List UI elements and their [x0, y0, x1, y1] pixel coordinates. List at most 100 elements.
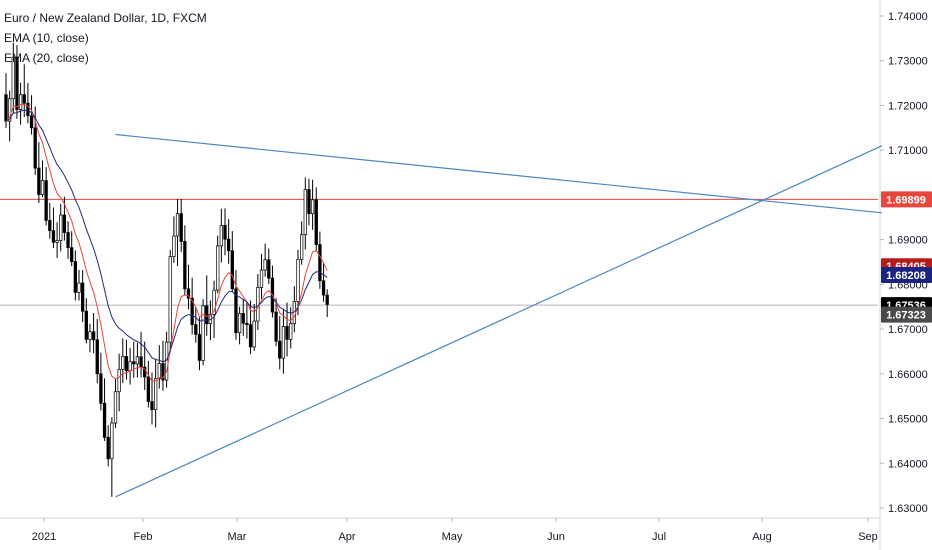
candle-body: [296, 258, 300, 302]
candle-body: [194, 324, 198, 335]
candle-body: [66, 232, 70, 249]
ema-10-line: [5, 103, 328, 382]
candle-body: [172, 235, 176, 257]
candle-body: [227, 238, 231, 252]
candle-body: [132, 361, 136, 365]
candle-body: [223, 224, 227, 240]
candle-body: [55, 240, 59, 243]
y-tick-label: 1.64000: [888, 458, 928, 470]
candle-body: [139, 356, 143, 368]
candle-body: [219, 224, 224, 247]
candle-body: [33, 127, 37, 169]
candle-body: [91, 331, 96, 341]
candle-body: [252, 320, 256, 348]
price-label: 1.69899: [886, 194, 926, 206]
candle-body: [216, 245, 220, 291]
candle-body: [8, 98, 12, 122]
candle-body: [186, 288, 191, 299]
candle-body: [26, 102, 30, 117]
candle-body: [128, 361, 132, 372]
candle-body: [99, 373, 103, 404]
candle-body: [259, 269, 264, 288]
candle-body: [183, 241, 187, 290]
x-tick-label: Sep: [858, 531, 878, 543]
candle-body: [248, 324, 253, 348]
price-label-box: [881, 306, 932, 323]
candle-body: [44, 180, 48, 221]
candle-body: [62, 214, 67, 233]
candle-body: [318, 244, 322, 282]
candle-body: [106, 436, 110, 460]
candle-body: [124, 356, 129, 372]
candle-body: [263, 259, 267, 271]
candle-body: [15, 56, 19, 110]
candle-body: [197, 334, 202, 361]
candle-body: [314, 199, 318, 245]
candle-body: [51, 230, 56, 243]
candle-body: [102, 402, 107, 438]
candle-body: [77, 282, 81, 293]
candle-body: [205, 305, 209, 325]
price-label-box: [881, 267, 932, 284]
candle-body: [48, 220, 52, 232]
candle-body: [150, 401, 154, 410]
candle-body: [245, 322, 249, 325]
candle-body: [80, 282, 85, 312]
y-tick-label: 1.67000: [888, 324, 928, 336]
x-tick-label: Apr: [338, 531, 355, 543]
ema-20-line: [5, 109, 328, 363]
candle-body: [179, 213, 183, 242]
x-tick-label: Feb: [134, 531, 153, 543]
x-tick-label: Mar: [228, 531, 247, 543]
y-tick-label: 1.63000: [888, 503, 928, 515]
price-label: 1.68208: [886, 270, 926, 282]
candle-body: [190, 297, 194, 325]
y-tick-label: 1.72000: [888, 100, 928, 112]
candle-body: [18, 94, 23, 110]
candle-body: [321, 280, 326, 296]
candle-body: [59, 214, 63, 241]
candle-body: [11, 56, 15, 100]
price-label: 1.67323: [886, 310, 926, 322]
candle-body: [281, 326, 286, 359]
candle-body: [37, 167, 41, 195]
candle-body: [4, 94, 8, 122]
candle-body: [110, 422, 114, 460]
candle-body: [237, 313, 242, 334]
y-tick-label: 1.74000: [888, 11, 928, 23]
candle-body: [113, 391, 118, 424]
y-tick-label: 1.65000: [888, 414, 928, 426]
candle-body: [175, 213, 180, 237]
y-tick-label: 1.66000: [888, 369, 928, 381]
candle-body: [29, 115, 34, 129]
candle-body: [310, 199, 315, 215]
candle-body: [157, 363, 161, 380]
candle-body: [154, 378, 158, 410]
candle-body: [117, 368, 121, 393]
candle-body: [325, 294, 329, 305]
candle-body: [95, 339, 99, 375]
candle-body: [241, 313, 245, 324]
x-tick-label: Aug: [752, 531, 772, 543]
price-label-box: [881, 191, 932, 208]
x-tick-label: May: [442, 531, 463, 543]
candle-body: [234, 288, 238, 334]
legend-ema10: EMA (10, close): [4, 31, 89, 45]
candle-body: [201, 305, 205, 361]
candle-body: [40, 180, 45, 195]
candle-body: [84, 310, 88, 340]
x-tick-label: 2021: [32, 531, 56, 543]
candle-body: [274, 311, 278, 342]
candle-body: [73, 261, 78, 293]
x-tick-label: Jun: [547, 531, 565, 543]
candle-body: [285, 326, 289, 340]
candle-body: [230, 250, 234, 290]
candle-body: [121, 356, 125, 370]
legend: Euro / New Zealand Dollar, 1D, FXCM EMA …: [4, 8, 207, 68]
candle-body: [289, 323, 293, 340]
legend-ema20: EMA (20, close): [4, 51, 89, 65]
y-tick-label: 1.69000: [888, 235, 928, 247]
candle-body: [307, 189, 311, 215]
candle-body: [168, 256, 172, 343]
